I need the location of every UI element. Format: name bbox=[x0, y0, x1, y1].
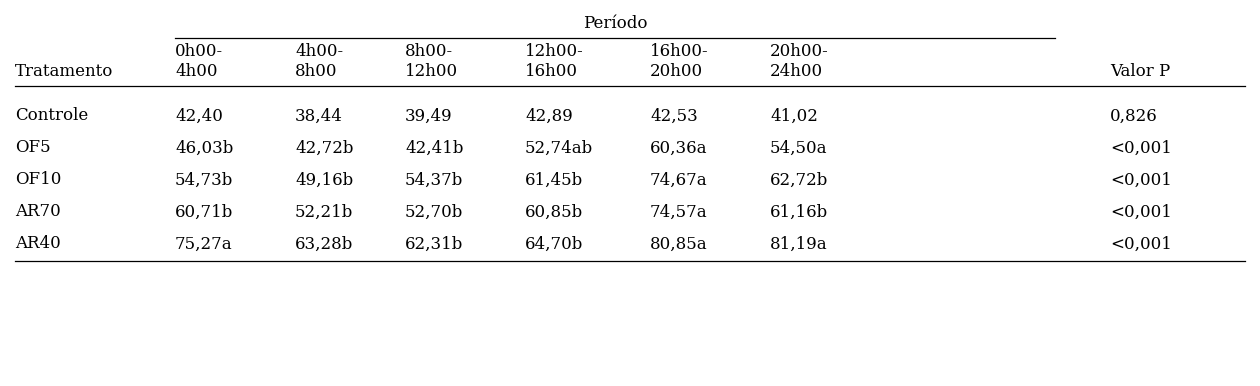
Text: Tratamento: Tratamento bbox=[15, 63, 113, 80]
Text: 54,37b: 54,37b bbox=[404, 171, 464, 188]
Text: OF10: OF10 bbox=[15, 171, 62, 188]
Text: 60,85b: 60,85b bbox=[525, 203, 583, 220]
Text: 74,57a: 74,57a bbox=[650, 203, 708, 220]
Text: 16h00: 16h00 bbox=[525, 63, 578, 80]
Text: 42,89: 42,89 bbox=[525, 107, 573, 125]
Text: Controle: Controle bbox=[15, 107, 88, 125]
Text: 42,40: 42,40 bbox=[175, 107, 223, 125]
Text: 24h00: 24h00 bbox=[770, 63, 823, 80]
Text: 0h00-: 0h00- bbox=[175, 42, 223, 59]
Text: 54,73b: 54,73b bbox=[175, 171, 233, 188]
Text: 62,72b: 62,72b bbox=[770, 171, 828, 188]
Text: AR70: AR70 bbox=[15, 203, 60, 220]
Text: 74,67a: 74,67a bbox=[650, 171, 708, 188]
Text: 0,826: 0,826 bbox=[1110, 107, 1158, 125]
Text: AR40: AR40 bbox=[15, 235, 60, 252]
Text: 52,74ab: 52,74ab bbox=[525, 139, 593, 156]
Text: 4h00: 4h00 bbox=[175, 63, 218, 80]
Text: 49,16b: 49,16b bbox=[295, 171, 353, 188]
Text: <0,001: <0,001 bbox=[1110, 139, 1172, 156]
Text: Período: Período bbox=[582, 15, 648, 32]
Text: Valor P: Valor P bbox=[1110, 63, 1171, 80]
Text: 81,19a: 81,19a bbox=[770, 235, 828, 252]
Text: 46,03b: 46,03b bbox=[175, 139, 233, 156]
Text: 39,49: 39,49 bbox=[404, 107, 452, 125]
Text: 20h00: 20h00 bbox=[650, 63, 703, 80]
Text: 60,71b: 60,71b bbox=[175, 203, 233, 220]
Text: 64,70b: 64,70b bbox=[525, 235, 583, 252]
Text: 75,27a: 75,27a bbox=[175, 235, 233, 252]
Text: 52,21b: 52,21b bbox=[295, 203, 353, 220]
Text: 20h00-: 20h00- bbox=[770, 42, 829, 59]
Text: 61,16b: 61,16b bbox=[770, 203, 828, 220]
Text: 60,36a: 60,36a bbox=[650, 139, 708, 156]
Text: 42,53: 42,53 bbox=[650, 107, 698, 125]
Text: 4h00-: 4h00- bbox=[295, 42, 343, 59]
Text: 42,72b: 42,72b bbox=[295, 139, 354, 156]
Text: 62,31b: 62,31b bbox=[404, 235, 464, 252]
Text: <0,001: <0,001 bbox=[1110, 171, 1172, 188]
Text: <0,001: <0,001 bbox=[1110, 203, 1172, 220]
Text: 42,41b: 42,41b bbox=[404, 139, 464, 156]
Text: 16h00-: 16h00- bbox=[650, 42, 708, 59]
Text: 63,28b: 63,28b bbox=[295, 235, 353, 252]
Text: 8h00-: 8h00- bbox=[404, 42, 454, 59]
Text: 52,70b: 52,70b bbox=[404, 203, 464, 220]
Text: 54,50a: 54,50a bbox=[770, 139, 828, 156]
Text: 12h00: 12h00 bbox=[404, 63, 459, 80]
Text: 80,85a: 80,85a bbox=[650, 235, 708, 252]
Text: 12h00-: 12h00- bbox=[525, 42, 583, 59]
Text: 38,44: 38,44 bbox=[295, 107, 343, 125]
Text: OF5: OF5 bbox=[15, 139, 50, 156]
Text: 61,45b: 61,45b bbox=[525, 171, 583, 188]
Text: 8h00: 8h00 bbox=[295, 63, 338, 80]
Text: <0,001: <0,001 bbox=[1110, 235, 1172, 252]
Text: 41,02: 41,02 bbox=[770, 107, 818, 125]
